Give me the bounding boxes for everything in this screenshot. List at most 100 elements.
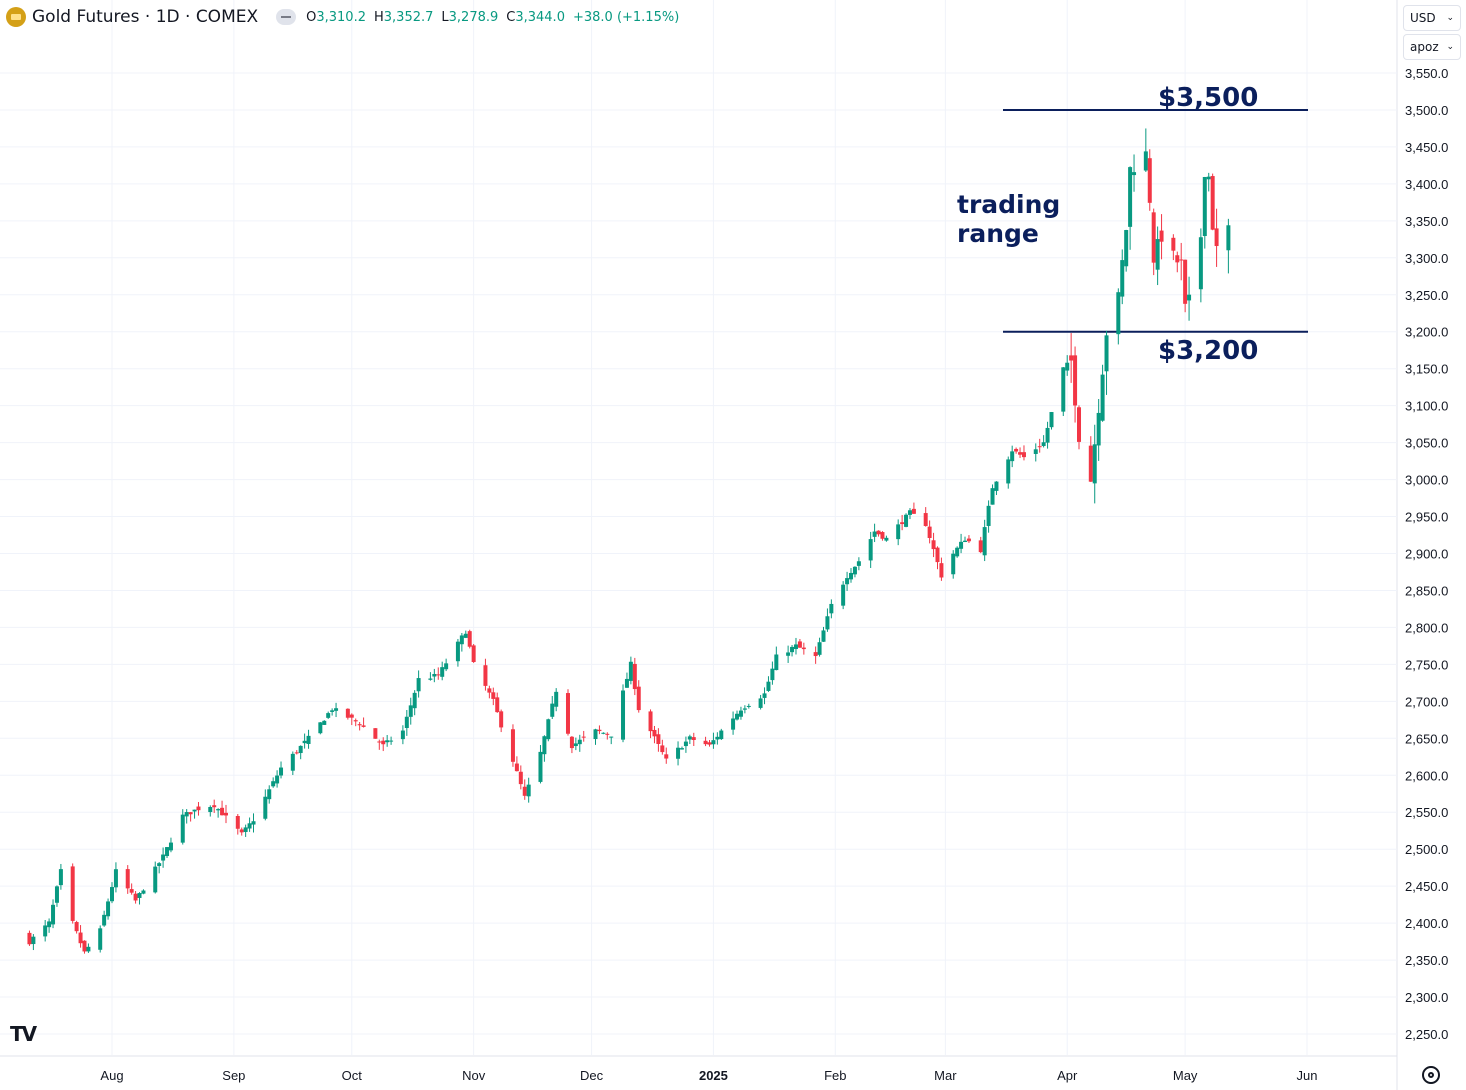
symbol-title[interactable]: Gold Futures · 1D · COMEX bbox=[32, 7, 259, 27]
candle-body bbox=[923, 513, 928, 526]
price-tick-label: 2,450.0 bbox=[1405, 879, 1448, 894]
candle-body bbox=[389, 740, 394, 742]
candle-body bbox=[786, 652, 791, 656]
candle-body bbox=[381, 740, 386, 745]
price-tick-label: 2,950.0 bbox=[1405, 510, 1448, 525]
candle-body bbox=[931, 540, 936, 550]
candle-body bbox=[951, 553, 956, 575]
candle-body bbox=[1120, 260, 1125, 297]
candle-body bbox=[192, 809, 197, 812]
candle-body bbox=[436, 674, 441, 676]
candle-body bbox=[593, 729, 598, 740]
time-tick-label: Aug bbox=[100, 1068, 123, 1083]
candle-body bbox=[801, 647, 806, 650]
candle-body bbox=[82, 940, 87, 952]
candle-body bbox=[129, 889, 134, 893]
time-tick-label: Sep bbox=[222, 1068, 245, 1083]
candle-body bbox=[766, 681, 771, 691]
candle-body bbox=[1073, 355, 1078, 406]
candle-body bbox=[565, 693, 570, 734]
range-lines bbox=[1003, 108, 1308, 333]
high-value: 3,352.7 bbox=[383, 9, 434, 25]
candle-body bbox=[491, 692, 496, 699]
candle-body bbox=[982, 527, 987, 556]
price-tick-label: 3,550.0 bbox=[1405, 66, 1448, 81]
candle-body bbox=[900, 522, 905, 525]
candle-body bbox=[904, 514, 909, 527]
candle-body bbox=[526, 784, 531, 797]
candle-body bbox=[487, 688, 492, 693]
candle-body bbox=[683, 741, 688, 747]
candle-body bbox=[345, 708, 350, 718]
candle-body bbox=[581, 736, 586, 738]
candle-body bbox=[440, 667, 445, 677]
candle-body bbox=[829, 603, 834, 614]
candle-body bbox=[153, 866, 158, 893]
candle-body bbox=[707, 742, 712, 745]
candle-body bbox=[1183, 259, 1188, 304]
candle-body bbox=[1171, 237, 1176, 251]
candle-body bbox=[102, 914, 107, 926]
candle-body bbox=[569, 736, 574, 749]
settings-icon[interactable] bbox=[1422, 1066, 1440, 1084]
candle-body bbox=[774, 654, 779, 671]
time-axis: Aug Sep Oct Nov Dec 2025 Feb Mar Apr May Jun bbox=[100, 1068, 1317, 1083]
hide-indicator-icon[interactable] bbox=[276, 9, 297, 25]
candle-body bbox=[1155, 239, 1160, 270]
candle-body bbox=[247, 823, 252, 829]
candle-body bbox=[664, 754, 669, 759]
candle-body bbox=[74, 922, 79, 932]
candle-body bbox=[1018, 452, 1023, 455]
candle-body bbox=[47, 921, 52, 928]
high-key: H bbox=[373, 9, 384, 25]
candle-body bbox=[990, 488, 995, 505]
candle-body bbox=[1096, 412, 1101, 446]
candle-body bbox=[110, 887, 114, 902]
candle-body bbox=[628, 661, 633, 681]
candle-body bbox=[790, 646, 795, 653]
price-tick-label: 3,400.0 bbox=[1405, 177, 1448, 192]
currency-select[interactable]: USD ⌄ bbox=[1403, 5, 1461, 31]
candle-body bbox=[817, 642, 822, 655]
time-tick-label: Oct bbox=[342, 1068, 363, 1083]
unit-select[interactable]: apoz ⌄ bbox=[1403, 34, 1461, 60]
candle-body bbox=[632, 663, 637, 690]
candle-body bbox=[876, 530, 881, 535]
candle-body bbox=[306, 735, 311, 744]
candle-body bbox=[212, 805, 217, 808]
candle-body bbox=[676, 747, 681, 759]
candle-body bbox=[884, 537, 889, 541]
candle-body bbox=[1206, 176, 1211, 180]
candle-body bbox=[1147, 158, 1152, 203]
candle-body bbox=[334, 708, 339, 711]
candle-body bbox=[432, 674, 437, 677]
candle-body bbox=[510, 729, 515, 762]
candle-body bbox=[412, 692, 417, 709]
candle-body bbox=[1045, 427, 1050, 443]
price-tick-label: 2,400.0 bbox=[1405, 916, 1448, 931]
time-tick-label: Mar bbox=[934, 1068, 957, 1083]
candle-body bbox=[841, 584, 846, 606]
candle-body bbox=[955, 547, 960, 557]
candle-body bbox=[1187, 294, 1192, 301]
candle-body bbox=[518, 771, 523, 785]
candle-body bbox=[648, 711, 653, 732]
chevron-down-icon: ⌄ bbox=[1446, 13, 1454, 23]
candle-body bbox=[719, 730, 724, 740]
candle-body bbox=[31, 936, 36, 945]
candle-body bbox=[813, 652, 818, 657]
candle-body bbox=[994, 481, 999, 491]
candle-body bbox=[267, 789, 272, 800]
candle-body bbox=[235, 816, 240, 829]
candle-body bbox=[499, 711, 504, 728]
candle-body bbox=[1092, 444, 1097, 484]
trading-range-label: range bbox=[957, 219, 1039, 248]
candle-body bbox=[251, 821, 256, 825]
tradingview-logo-icon[interactable]: TV bbox=[10, 1022, 37, 1046]
low-key: L bbox=[441, 9, 449, 25]
candle-body bbox=[1041, 442, 1046, 446]
candle-body bbox=[868, 539, 873, 561]
candle-body bbox=[731, 718, 736, 730]
candle-body bbox=[1116, 292, 1121, 335]
